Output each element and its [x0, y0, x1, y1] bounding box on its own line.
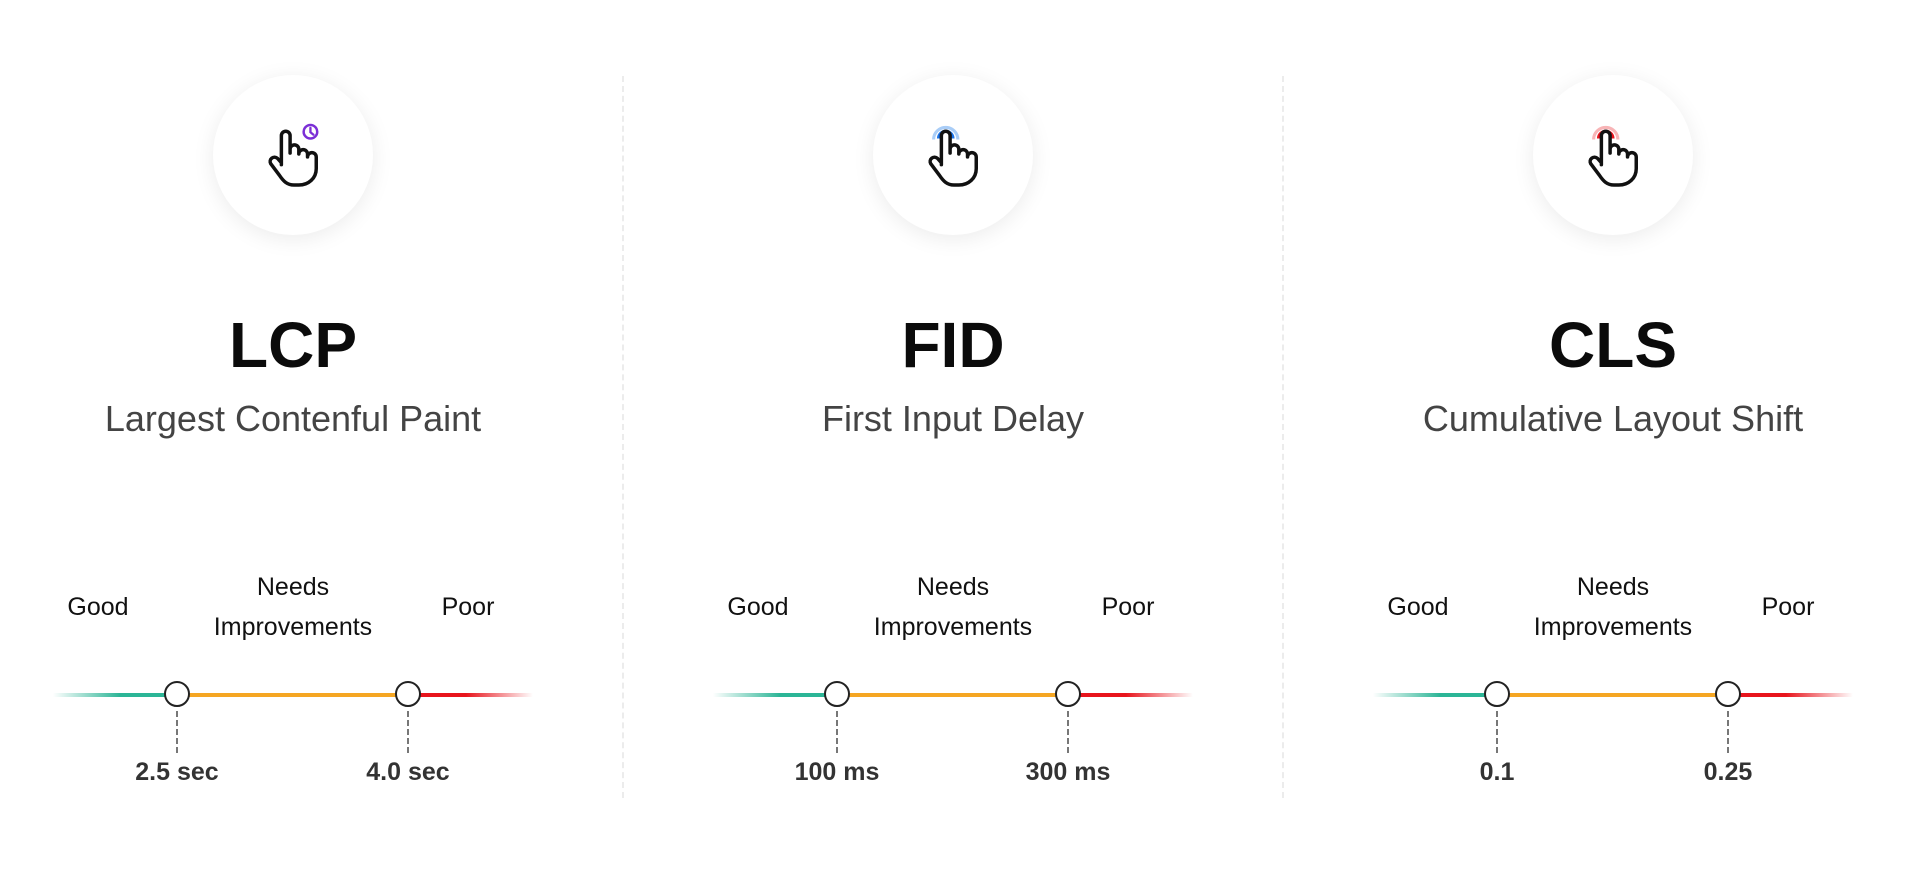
threshold-tick-2 [1727, 711, 1729, 753]
threshold-value-2: 4.0 sec [366, 758, 450, 786]
icon-badge [213, 75, 373, 235]
threshold-marker-1 [164, 681, 190, 707]
column-divider [1282, 76, 1284, 798]
metric-abbreviation: CLS [1549, 309, 1677, 381]
threshold-marker-2 [395, 681, 421, 707]
threshold-tick-2 [1067, 711, 1069, 753]
metric-column-fid: FID First Input Delay Good Needs Improve… [633, 0, 1273, 894]
metric-abbreviation: LCP [229, 309, 357, 381]
metric-column-lcp: LCP Largest Contenful Paint Good Needs I… [0, 0, 613, 894]
threshold-tick-1 [1496, 711, 1498, 753]
label-needs: Needs [256, 573, 330, 601]
icon-badge [873, 75, 1033, 235]
threshold-marker-2 [1055, 681, 1081, 707]
label-good: Good [1387, 593, 1449, 621]
metric-name: First Input Delay [821, 398, 1085, 439]
threshold-value-2: 0.25 [1703, 758, 1753, 786]
metric-column-cls: CLS Cumulative Layout Shift Good Needs I… [1293, 0, 1920, 894]
label-good: Good [67, 593, 129, 621]
label-good: Good [727, 593, 789, 621]
threshold-value-2: 300 ms [1025, 758, 1111, 786]
metric-name: Largest Contenful Paint [104, 398, 482, 439]
column-divider [622, 76, 624, 798]
label-improvements: Improvements [213, 613, 373, 641]
label-poor: Poor [1761, 593, 1815, 621]
threshold-value-1: 0.1 [1479, 758, 1515, 786]
threshold-scale-track [713, 693, 1193, 697]
hand-tap-blue-icon [928, 125, 978, 187]
threshold-value-1: 2.5 sec [135, 758, 219, 786]
icon-badge [1533, 75, 1693, 235]
label-needs-improvements: Needs Improvements [1493, 567, 1733, 647]
threshold-marker-2 [1715, 681, 1741, 707]
label-needs-improvements: Needs Improvements [833, 567, 1073, 647]
threshold-tick-1 [836, 711, 838, 753]
metric-abbreviation: FID [901, 309, 1005, 381]
label-needs-improvements: Needs Improvements [173, 567, 413, 647]
threshold-marker-1 [1484, 681, 1510, 707]
threshold-scale-track [53, 693, 533, 697]
hand-tap-red-icon [1588, 125, 1638, 187]
label-improvements: Improvements [873, 613, 1033, 641]
label-needs: Needs [916, 573, 990, 601]
threshold-tick-2 [407, 711, 409, 753]
label-improvements: Improvements [1533, 613, 1693, 641]
hand-pointer-clock-icon [268, 123, 319, 187]
threshold-marker-1 [824, 681, 850, 707]
threshold-scale-track [1373, 693, 1853, 697]
metric-name: Cumulative Layout Shift [1422, 398, 1804, 439]
label-poor: Poor [441, 593, 495, 621]
threshold-tick-1 [176, 711, 178, 753]
label-poor: Poor [1101, 593, 1155, 621]
threshold-value-1: 100 ms [794, 758, 880, 786]
label-needs: Needs [1576, 573, 1650, 601]
